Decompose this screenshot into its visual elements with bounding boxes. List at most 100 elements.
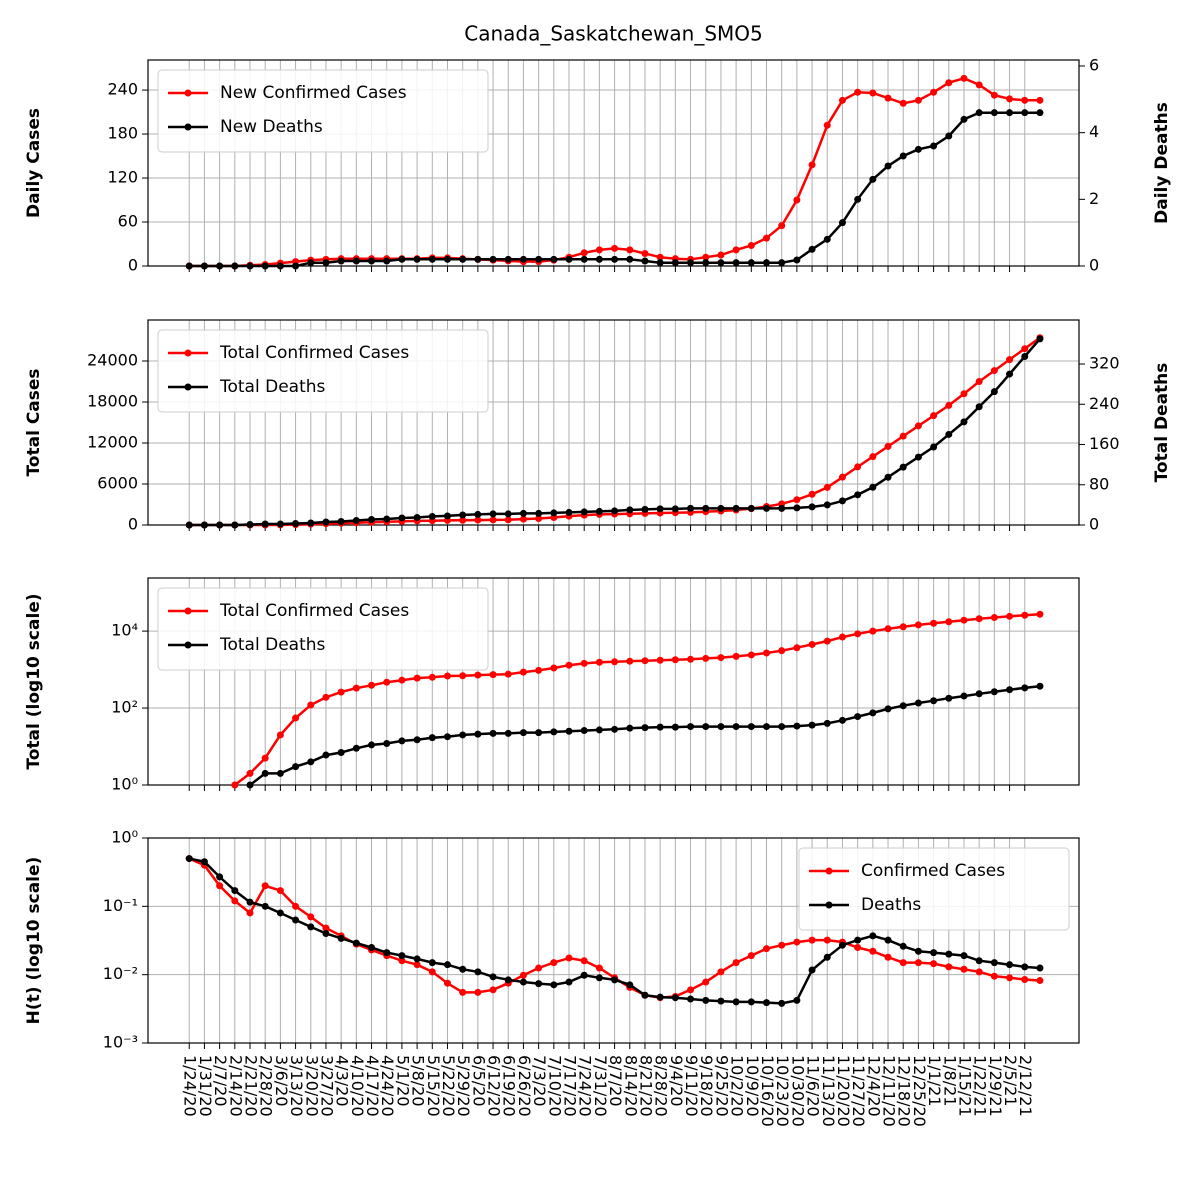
data-point <box>200 858 208 866</box>
data-point <box>307 758 315 766</box>
data-point <box>519 515 527 523</box>
x-tick-label: 3/27/20 <box>317 1055 336 1117</box>
data-point <box>428 512 436 520</box>
data-point <box>702 253 710 261</box>
data-point <box>990 972 998 980</box>
x-tick-label: 1/31/20 <box>196 1055 215 1117</box>
data-point <box>884 442 892 450</box>
legend-label: Total Deaths <box>219 635 326 655</box>
data-point <box>307 923 315 931</box>
x-tick-label: 9/18/20 <box>697 1055 716 1117</box>
data-point <box>595 246 603 254</box>
data-point <box>884 953 892 961</box>
x-tick-label: 5/1/20 <box>393 1055 412 1107</box>
y2-tick-label: 320 <box>1089 354 1120 373</box>
y-tick-label: 10⁰ <box>111 828 138 847</box>
data-point <box>823 501 831 509</box>
legend-marker <box>184 89 192 97</box>
data-point <box>1021 975 1029 983</box>
data-point <box>914 959 922 967</box>
legend-marker <box>184 383 192 391</box>
data-point <box>443 733 451 741</box>
data-point <box>352 257 360 265</box>
plot-frame <box>147 577 1080 786</box>
data-point <box>732 504 740 512</box>
data-point <box>1036 610 1044 618</box>
data-point <box>899 99 907 107</box>
data-point <box>656 723 664 731</box>
data-point <box>595 964 603 972</box>
data-point <box>337 257 345 265</box>
data-point <box>823 121 831 129</box>
y-tick-label: 120 <box>107 168 138 187</box>
data-point <box>428 959 436 967</box>
data-point <box>899 623 907 631</box>
data-point <box>717 504 725 512</box>
data-point <box>459 988 467 996</box>
data-point <box>793 722 801 730</box>
data-point <box>611 255 619 263</box>
data-point <box>869 627 877 635</box>
legend-label: Total Deaths <box>219 377 326 397</box>
x-tick-label: 7/3/20 <box>530 1055 549 1107</box>
data-point <box>368 515 376 523</box>
data-point <box>656 505 664 513</box>
legend-label: Confirmed Cases <box>861 861 1005 881</box>
y-tick-label: 0 <box>128 515 138 534</box>
data-point <box>489 671 497 679</box>
data-point <box>383 949 391 957</box>
data-point <box>261 520 269 528</box>
x-tick-label: 1/24/20 <box>181 1055 200 1117</box>
x-tick-label: 6/26/20 <box>515 1055 534 1117</box>
y-tick-label: 24000 <box>87 351 138 370</box>
data-point <box>535 255 543 263</box>
y-tick-label: 10² <box>111 698 138 717</box>
data-point <box>1036 682 1044 690</box>
data-point <box>671 656 679 664</box>
y-tick-label: 10⁰ <box>111 775 138 794</box>
x-tick-label: 2/5/21 <box>1001 1055 1020 1107</box>
data-point <box>838 219 846 227</box>
data-point <box>413 961 421 969</box>
data-point <box>504 516 512 524</box>
data-point <box>717 259 725 267</box>
data-point <box>702 654 710 662</box>
data-point <box>960 692 968 700</box>
data-point <box>747 651 755 659</box>
data-point <box>823 953 831 961</box>
data-point <box>808 721 816 729</box>
data-point <box>276 909 284 917</box>
data-point <box>246 520 254 528</box>
data-point <box>869 483 877 491</box>
data-point <box>322 930 330 938</box>
data-point <box>884 94 892 102</box>
data-point <box>687 655 695 663</box>
data-point <box>717 968 725 976</box>
data-point <box>443 512 451 520</box>
data-point <box>975 690 983 698</box>
data-point <box>307 259 315 267</box>
data-point <box>292 262 300 270</box>
data-point <box>504 976 512 984</box>
legend-marker <box>184 349 192 357</box>
data-point <box>884 625 892 633</box>
x-tick-label: 4/10/20 <box>348 1055 367 1117</box>
data-point <box>337 748 345 756</box>
data-point <box>778 222 786 230</box>
data-point <box>246 909 254 917</box>
y-tick-label: 10⁴ <box>111 621 138 640</box>
data-point <box>793 256 801 264</box>
legend-box <box>798 847 1070 931</box>
data-point <box>595 658 603 666</box>
data-point <box>823 936 831 944</box>
data-point <box>398 676 406 684</box>
data-point <box>899 959 907 967</box>
data-point <box>641 257 649 265</box>
data-point <box>854 88 862 96</box>
x-tick-label: 9/11/20 <box>682 1055 701 1117</box>
x-tick-label: 10/9/20 <box>743 1055 762 1117</box>
data-point <box>428 673 436 681</box>
data-point <box>914 422 922 430</box>
data-point <box>474 968 482 976</box>
data-point <box>626 981 634 989</box>
